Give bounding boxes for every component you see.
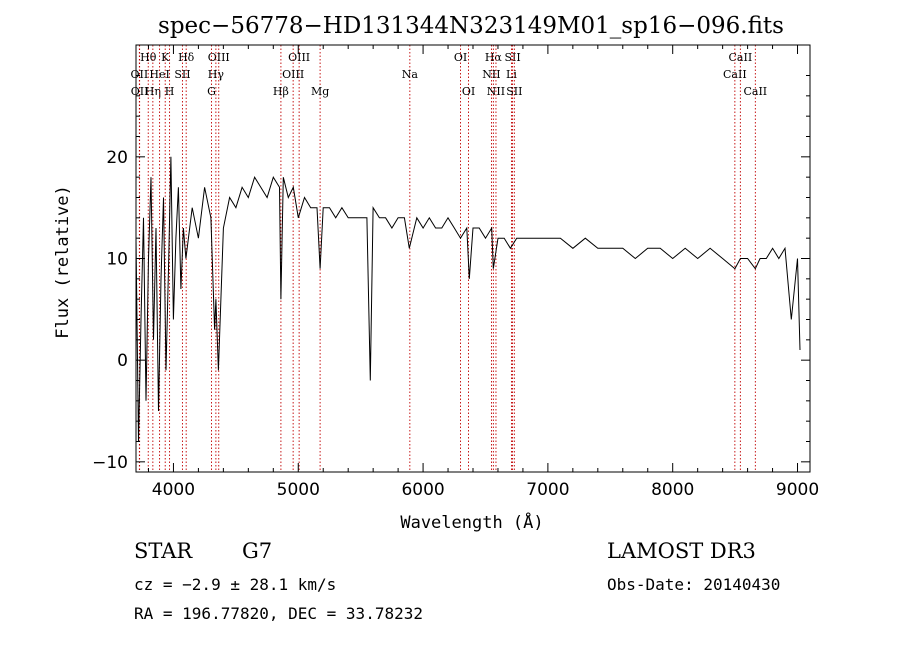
line-marker-label: Mg <box>311 85 329 98</box>
line-marker-label: OI <box>462 85 475 98</box>
coords-text: RA = 196.77820, DEC = 33.78232 <box>134 604 423 623</box>
y-tick-label: −10 <box>92 453 128 473</box>
x-tick-label: 5000 <box>277 480 320 500</box>
x-tick-label: 6000 <box>401 480 444 500</box>
survey-label: LAMOST DR3 <box>607 539 756 563</box>
chart-title: spec−56778−HD131344N323149M01_sp16−096.f… <box>158 13 784 39</box>
x-axis-label: Wavelength (Å) <box>400 511 543 533</box>
object-type-label: STAR <box>134 539 193 563</box>
plot-area <box>135 156 801 442</box>
x-tick-label: 7000 <box>526 480 569 500</box>
line-marker-label: Hθ <box>140 51 157 64</box>
line-marker-label: OII <box>131 85 149 98</box>
line-marker-label: OI <box>454 51 467 64</box>
line-marker-label: OIII <box>288 51 310 64</box>
line-marker-label: SII <box>504 51 520 64</box>
line-marker-label: Li <box>506 68 517 81</box>
line-marker-label: CaII <box>743 85 767 98</box>
line-marker-label: Hδ <box>178 51 195 64</box>
axes: 4000 5000 6000 7000 8000 9000 −10 0 10 20 <box>92 44 819 500</box>
line-marker-label: SII <box>506 85 522 98</box>
x-tick-label: 9000 <box>776 480 819 500</box>
line-marker-label: HeI <box>149 68 169 81</box>
line-marker-label: NII <box>482 68 500 81</box>
line-marker-label: Hγ <box>208 68 225 81</box>
subclass-label: G7 <box>242 539 272 563</box>
line-marker-label: OIII <box>282 68 304 81</box>
line-marker-label: NII <box>487 85 505 98</box>
line-marker-label: Hη <box>145 85 161 98</box>
x-tick-label: 8000 <box>651 480 694 500</box>
obs-date-text: Obs-Date: 20140430 <box>607 575 780 594</box>
line-marker-label: K <box>161 51 170 64</box>
flux-series-line <box>135 156 801 442</box>
y-tick-label: 0 <box>117 351 128 371</box>
line-marker-label: Na <box>402 68 419 81</box>
line-marker-label: Hβ <box>273 85 289 98</box>
line-marker-label: CaII <box>729 51 753 64</box>
y-tick-label: 10 <box>106 250 128 270</box>
line-marker-label: G <box>207 85 216 98</box>
plot-frame <box>135 44 811 473</box>
line-marker-label: SII <box>174 68 190 81</box>
y-axis-label: Flux (relative) <box>53 185 73 339</box>
redshift-text: cz = −2.9 ± 28.1 km/s <box>134 575 336 594</box>
line-marker-label: OIII <box>208 51 230 64</box>
line-marker-label: H <box>165 85 175 98</box>
line-marker-label: CaII <box>723 68 747 81</box>
x-tick-label: 4000 <box>152 480 195 500</box>
line-marker-label: Hα <box>485 51 503 64</box>
y-tick-label: 20 <box>106 148 128 168</box>
